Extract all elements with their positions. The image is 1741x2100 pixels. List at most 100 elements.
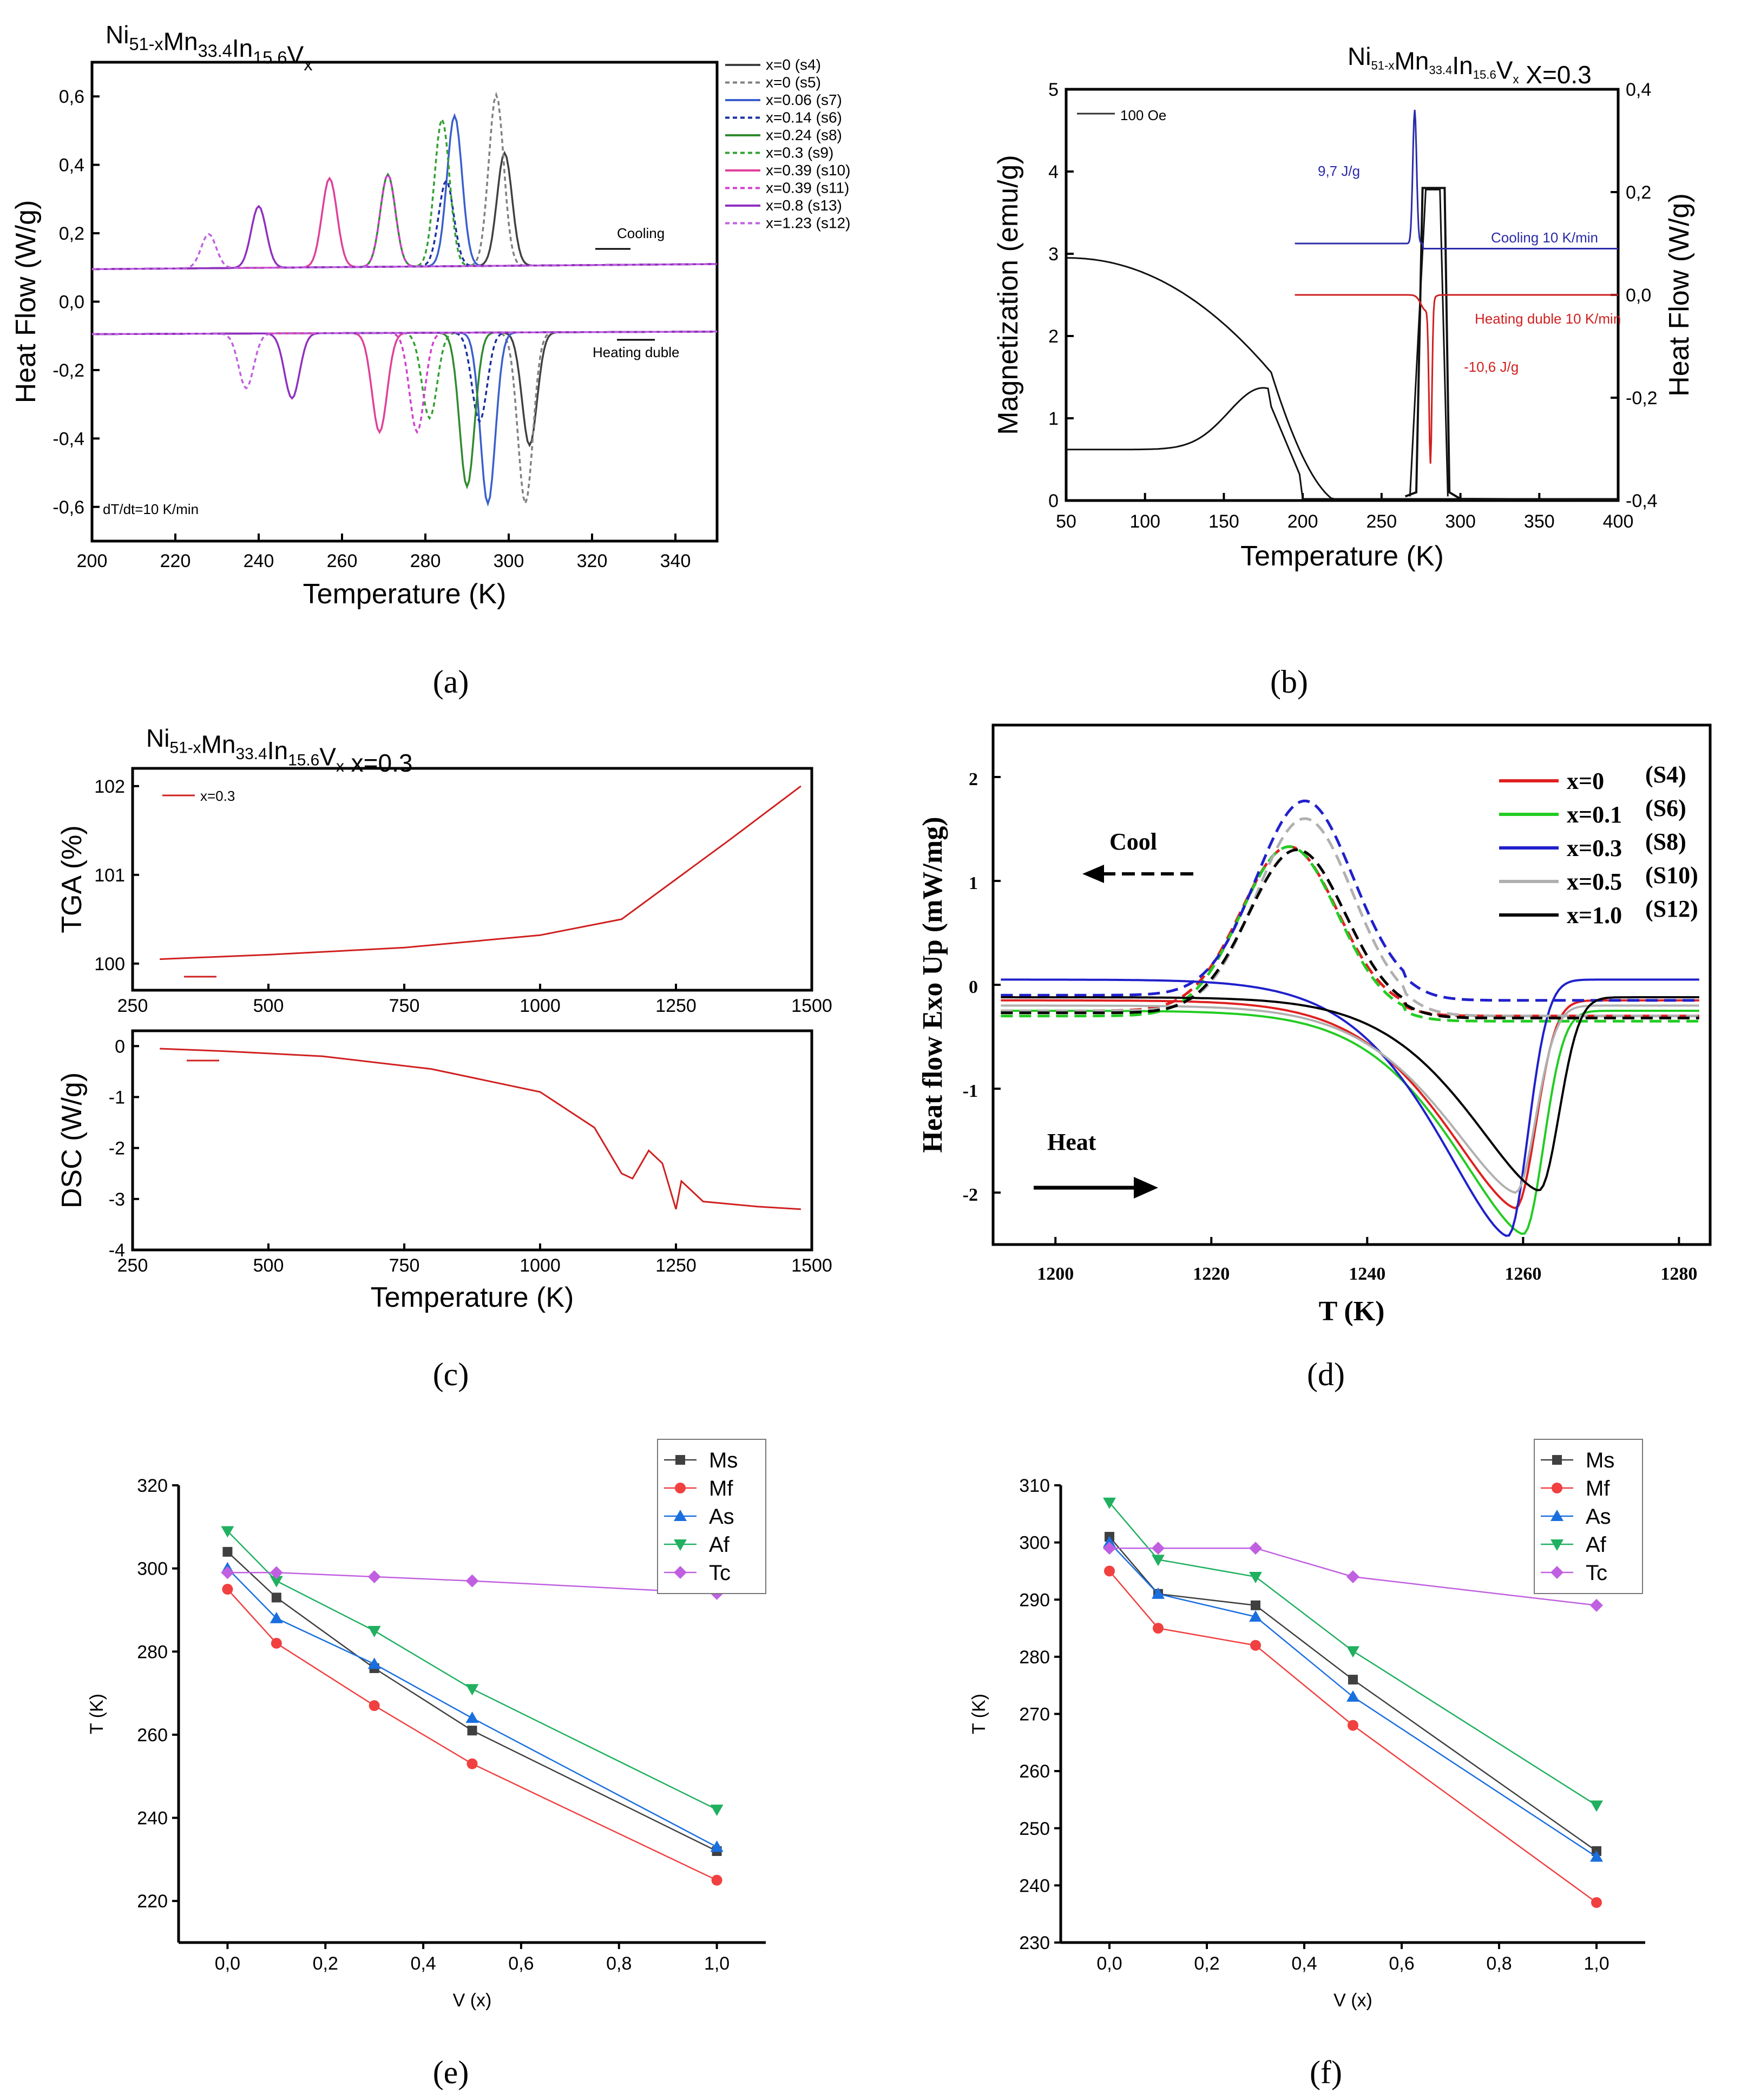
heating-curve-d [1001,978,1699,1237]
cooling-annotation-b: Cooling 10 K/min [1491,229,1598,246]
y-tick-label-b: 0 [1048,491,1059,511]
enthalpy-heat-b: -10,6 J/g [1464,359,1519,375]
marker-circle [467,1758,478,1769]
panel-label-e: (e) [433,2055,469,2090]
x-tick-label-c-top: 750 [389,996,420,1016]
marker-circle [369,1700,380,1711]
marker-circle [1552,1483,1562,1493]
y-right-tick-label-b: -0,4 [1626,491,1658,511]
y-tick-label-c-bottom: -2 [109,1138,125,1159]
cooling-curve-a [92,91,717,271]
marker-diamond [465,1574,479,1588]
series-line-as [227,1568,718,1848]
y-tick-label-a: 0,4 [59,155,84,176]
dsc-curve-c [160,1048,801,1210]
y-right-tick-label-b: 0,0 [1626,285,1651,306]
marker-diamond [1103,1542,1116,1555]
magnetization-loop2-b [1409,188,1449,497]
legend-label-f: Mf [1586,1477,1610,1500]
x-tick-label-b: 200 [1287,511,1318,532]
y-tick-label-a: -0,4 [52,429,84,449]
heating-curve-d [1001,996,1699,1191]
marker-triangle-down [710,1805,724,1816]
x-tick-label-a: 200 [77,551,108,571]
y-tick-label-b: 2 [1048,326,1059,347]
y-axis-label-e: T (K) [87,1694,107,1734]
y-tick-label-e: 240 [137,1808,168,1829]
panel-label-b: (b) [1270,664,1308,700]
x-tick-label-c-top: 1000 [520,996,561,1016]
marker-square [222,1546,233,1557]
legend-label-e: Mf [709,1477,733,1500]
panel-label-d: (d) [1307,1357,1345,1392]
y-axis-label-c-top: TGA (%) [56,825,88,933]
legend-label-d: x=0 [1567,768,1604,794]
y-tick-label-a: 0,0 [59,292,84,313]
y-tick-label-d: -2 [963,1185,978,1205]
x-axis-label-f: V (x) [1333,1990,1372,2011]
marker-diamond [1249,1542,1262,1555]
y-tick-label-f: 230 [1019,1933,1050,1953]
marker-circle [711,1874,722,1886]
marker-diamond [367,1570,381,1583]
x-tick-label-c-bottom: 250 [117,1255,148,1276]
y-tick-label-d: 2 [969,769,978,789]
y-tick-label-c-top: 102 [94,776,125,797]
y-tick-label-c-bottom: 0 [115,1036,125,1057]
legend-label-a: x=0.39 (s11) [766,180,849,196]
marker-diamond [1551,1566,1563,1579]
cooling-curve-a [92,233,717,271]
x-tick-label-b: 300 [1445,511,1476,532]
marker-triangle-up [1590,1850,1603,1862]
chart-title-a: Ni51-xMn33.4In15.6Vx [106,21,312,74]
y-axis-label-f: T (K) [969,1694,989,1734]
y-right-tick-label-b: 0,4 [1626,80,1651,100]
marker-triangle-up [1152,1587,1165,1599]
x-axis-label-b: Temperature (K) [1240,541,1444,572]
y-axis-label-d: Heat flow Exo Up (mW/mg) [917,817,948,1153]
y-tick-label-a: 0,2 [59,223,84,244]
marker-square [675,1455,685,1465]
marker-triangle-down [270,1576,283,1588]
marker-circle [1250,1640,1261,1651]
x-tick-label-b: 50 [1056,511,1076,532]
marker-triangle-up [710,1840,724,1852]
marker-triangle-down [465,1684,479,1696]
x-axis-label-c: Temperature (K) [371,1282,574,1313]
x-tick-label-c-top: 1500 [791,996,832,1016]
x-tick-label-b: 350 [1524,511,1555,532]
chart-title-c: Ni51-xMn33.4In15.6Vx x=0.3 [146,724,413,777]
panel-b: 50 100 150 200 250 300 350 400 0 1 2 3 4 5 -0,4 -0,2 0,0… [993,42,1695,572]
marker-triangle-down [674,1539,687,1551]
marker-square [467,1726,477,1736]
cool-arrowhead-d [1082,865,1104,883]
plot-frame-c-top [131,767,813,992]
tga-curve-c [160,785,801,960]
legend-label-e: As [709,1505,734,1529]
x-tick-label-c-top: 1250 [655,996,697,1016]
cooling-curve-d [1001,848,1699,1019]
y-tick-label-b: 3 [1048,244,1059,265]
marker-diamond [674,1566,687,1579]
marker-triangle-up [1346,1690,1359,1702]
y-right-tick-label-b: -0,2 [1626,388,1658,409]
y-tick-label-a: -0,2 [52,360,84,381]
x-tick-label-a: 300 [494,551,524,571]
cooling-curve-a [92,116,717,271]
marker-triangle-down [1551,1539,1563,1551]
series-line-ms [227,1551,718,1852]
legend-label-f: As [1586,1505,1611,1529]
legend-label-d: x=0.5 [1567,868,1622,895]
panel-a: 200 220 240 260 280 300 320 340 -0,6 -0,4 -0,2 0,0 0… [10,21,850,610]
cooling-curve-a [92,150,717,271]
marker-diamond [270,1566,283,1579]
cooling-annotation-a: Cooling [617,225,665,241]
marker-triangle-down [1590,1800,1603,1812]
x-tick-label-d: 1280 [1660,1264,1697,1284]
y-tick-label-e: 260 [137,1725,168,1746]
heat-arrowhead-d [1134,1177,1158,1199]
legend-label-f: Ms [1586,1449,1614,1472]
x-tick-label-f: 0,0 [1096,1953,1122,1974]
x-tick-label-d: 1240 [1349,1264,1385,1284]
